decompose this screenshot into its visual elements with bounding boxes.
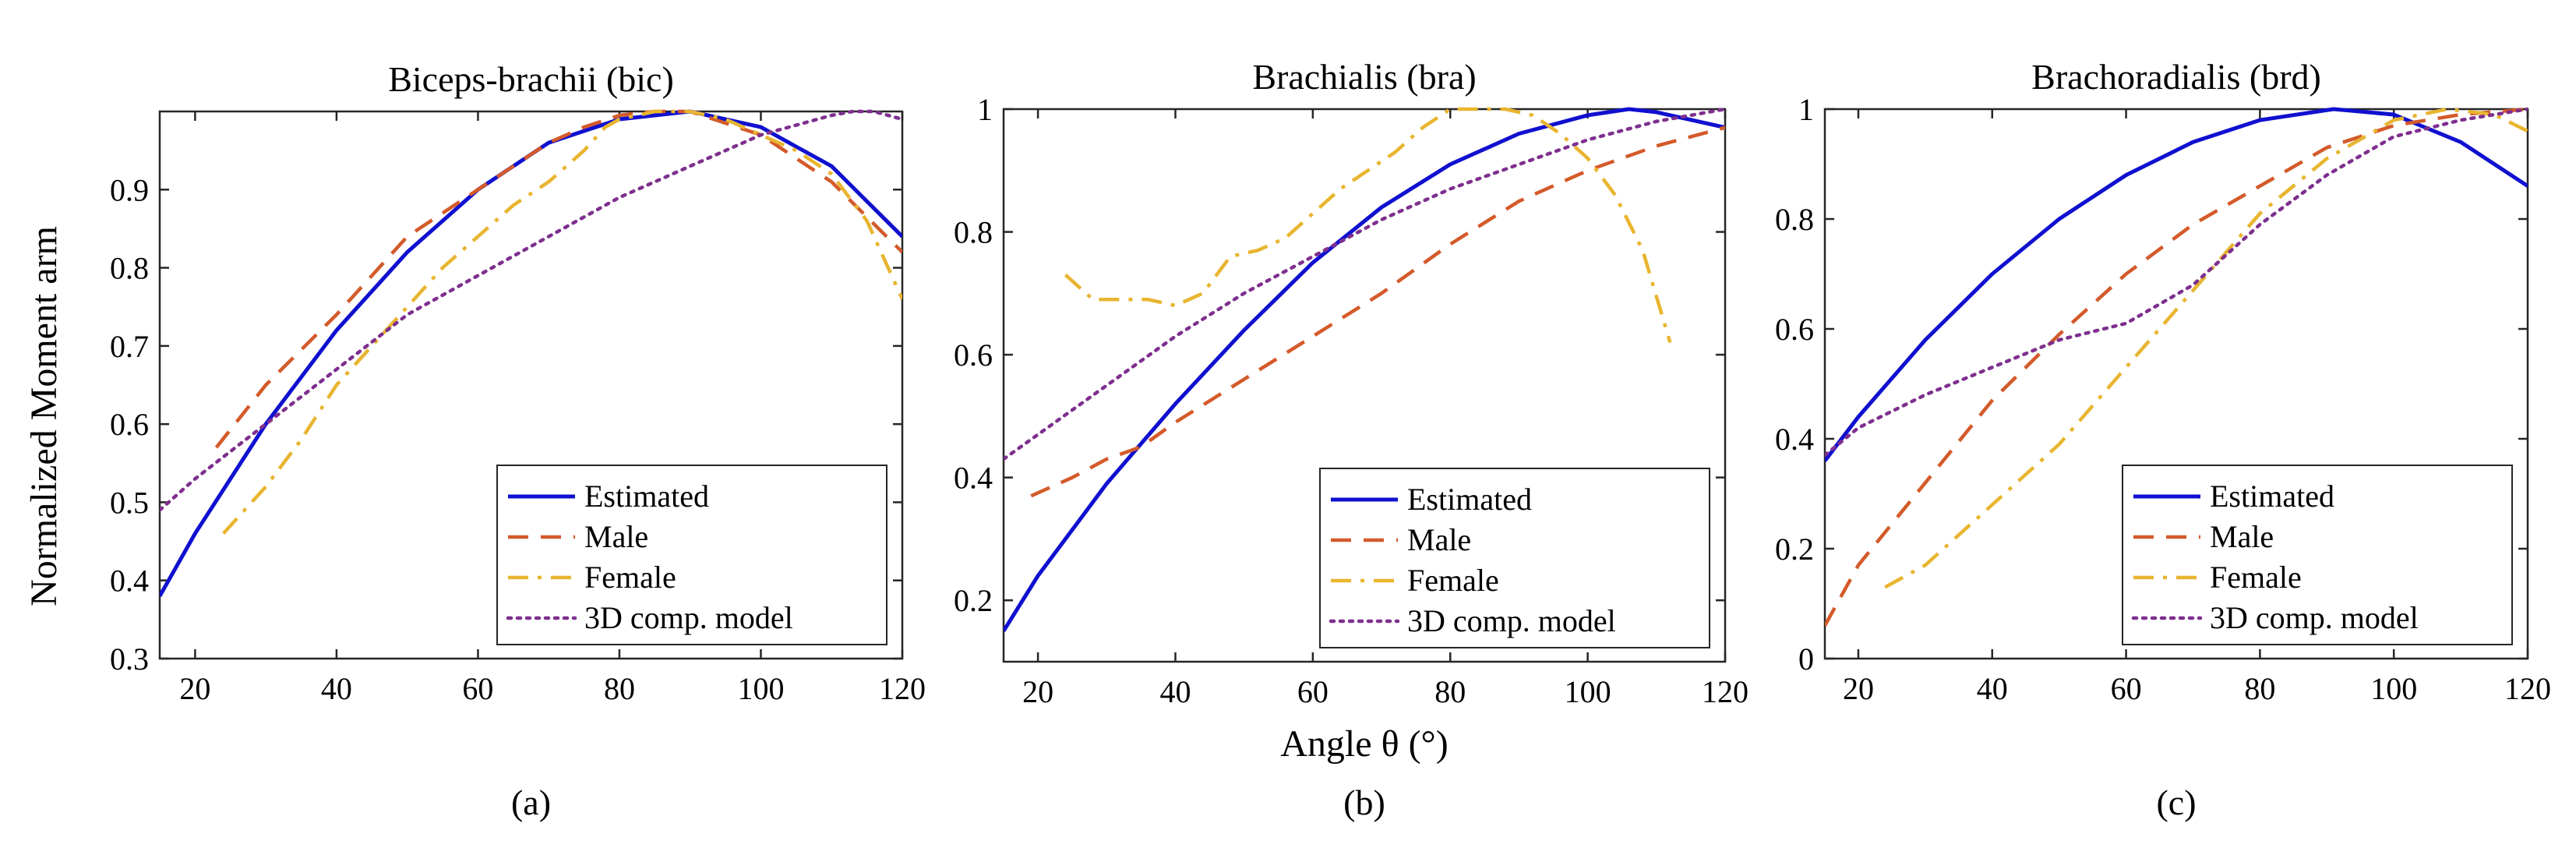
y-tick-label: 0.2 [954,583,993,618]
legend: Estimated Male Female 3D comp. model [496,465,887,645]
legend-entry: Estimated [584,479,709,514]
series-line-estimated [1004,107,1725,632]
plot-area-frame [1002,108,1727,663]
x-tick-label: 20 [1843,671,1874,706]
legend-entry: Male [2210,519,2274,554]
y-tick-label: 0.6 [1775,312,1814,347]
x-tick-label: 120 [879,671,926,706]
x-tick-label: 100 [2370,671,2417,706]
y-tick-label: 0.6 [954,337,993,373]
x-tick-label: 40 [1159,674,1191,709]
x-tick-label: 120 [2504,671,2551,706]
x-tick-label: 80 [604,671,635,706]
series-line-male [1030,125,1725,498]
panel-caption: (c) [2156,783,2196,822]
legend-entry: 3D comp. model [584,600,793,635]
y-tick-label: 0.6 [110,407,149,442]
y-tick-label: 0.3 [110,641,149,677]
legend-entry: Male [1407,522,1471,557]
x-tick-label: 100 [1565,674,1611,709]
legend-entry: Female [1407,563,1499,598]
y-tick-label: 0.8 [954,215,993,250]
y-tick-label: 0.7 [110,329,149,364]
y-tick-label: 0.5 [110,485,149,520]
chart-title: Brachialis (bra) [1252,57,1476,97]
y-tick-label: 0 [1798,641,1814,677]
series-line-3d-comp-model [1825,107,2528,458]
panel-caption: (a) [511,783,551,822]
chart-panel-2: 20 40 60 80 100 120 0.2 0.4 0.6 0.8 1 Brachialis (b… [954,57,1749,822]
x-tick-label: 60 [1297,674,1329,709]
panel-caption: (b) [1343,783,1385,822]
x-tick-label: 60 [462,671,493,706]
series-line-female [1064,107,1672,344]
y-tick-label: 0.4 [1775,422,1814,457]
y-tick-label: 0.2 [1775,532,1814,567]
series-line-male [1825,107,2528,627]
x-tick-label: 80 [1434,674,1466,709]
chart-title: Biceps-brachii (bic) [388,59,674,99]
legend: Estimated Male Female 3D comp. model [2122,465,2513,645]
y-axis-label: Normalized Moment arm [23,226,65,606]
legend-entry: Female [2210,560,2302,595]
legend-entry: Estimated [2210,479,2334,514]
x-tick-label: 40 [321,671,352,706]
y-tick-label: 0.4 [954,461,993,496]
chart-title: Brachoradialis (brd) [2031,57,2321,97]
series-line-3d-comp-model [1004,107,1725,461]
legend-entry: 3D comp. model [2210,600,2419,635]
series-line-3d-comp-model [160,109,902,512]
x-tick-label: 60 [2111,671,2142,706]
x-tick-label: 20 [1022,674,1053,709]
legend-entry: Female [584,560,676,595]
x-tick-label: 20 [179,671,210,706]
series-line-female [222,109,902,535]
y-tick-label: 1 [977,92,993,127]
y-tick-label: 0.4 [110,564,149,599]
plot-area-frame [158,110,904,660]
y-tick-label: 0.9 [110,172,149,207]
y-tick-label: 0.8 [1775,202,1814,237]
chart-panel-1: 20 40 60 80 100 120 0.3 0.4 0.5 0.6 0.7 0.8 0.9 Bicep… [23,59,926,822]
legend-entry: 3D comp. model [1407,603,1616,638]
y-tick-label: 0.8 [110,251,149,286]
series-line-male [214,109,902,449]
y-tick-label: 1 [1798,92,1814,127]
legend-entry: Estimated [1407,482,1532,517]
legend-entry: Male [584,519,648,554]
x-tick-label: 40 [1977,671,2008,706]
x-tick-label: 80 [2244,671,2275,706]
chart-panel-3: 20 40 60 80 100 120 0 0.2 0.4 0.6 0.8 1 Brachoradial… [1775,57,2551,822]
x-tick-label: 120 [1702,674,1749,709]
legend: Estimated Male Female 3D comp. model [1319,468,1710,648]
series-line-female [1884,107,2528,589]
plot-area-frame [1823,108,2529,660]
x-axis-label: Angle θ (°) [1280,723,1448,765]
series-line-estimated [1825,107,2528,462]
x-tick-label: 100 [737,671,784,706]
